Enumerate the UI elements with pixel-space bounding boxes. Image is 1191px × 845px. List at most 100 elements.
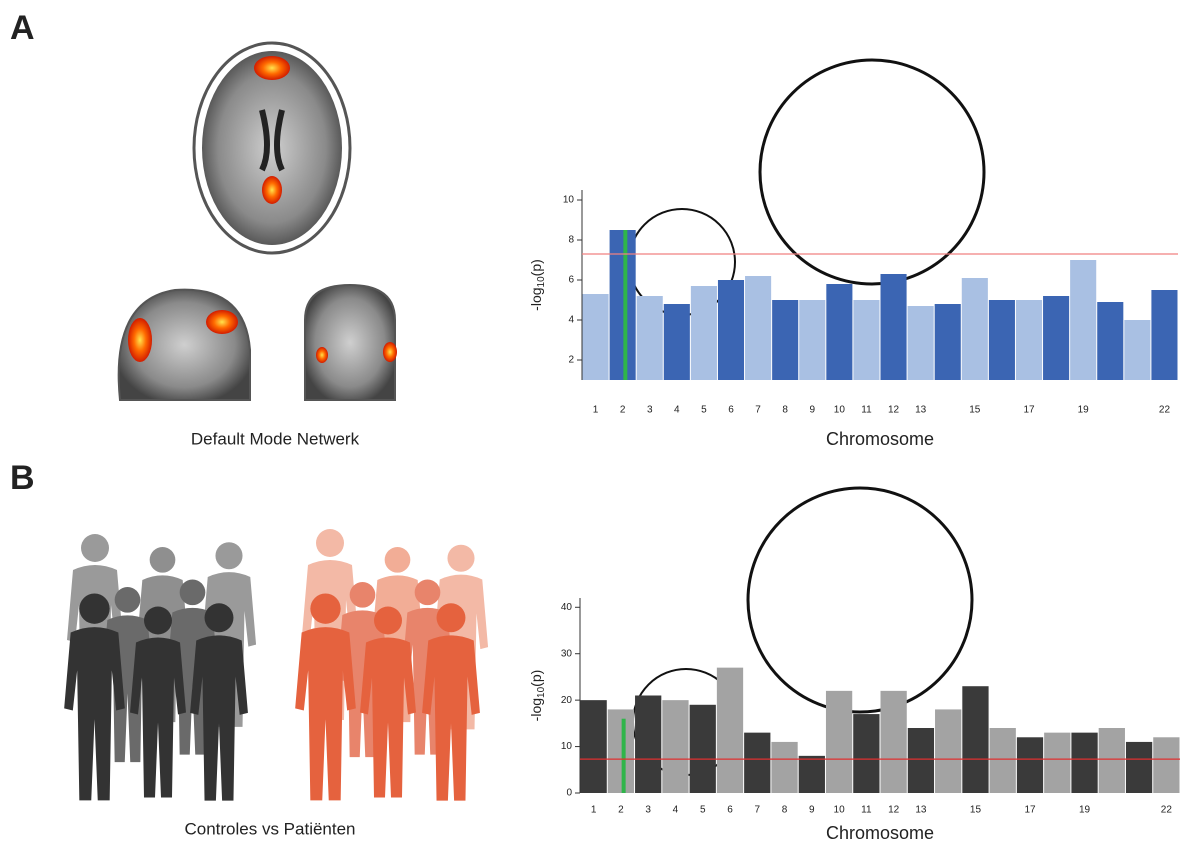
zoom-circles (629, 60, 984, 775)
x-tick-label: 10 (834, 805, 846, 816)
chromosome-peak (718, 280, 744, 380)
y-axis-label-part: (p) (528, 259, 544, 276)
chromosome-peak (853, 714, 879, 793)
y-axis-label-part: 10 (536, 276, 547, 288)
chromosome-peak (935, 304, 961, 380)
y-axis-label-part: (p) (528, 670, 544, 687)
y-tick-label: 10 (561, 741, 573, 752)
x-axis-label: Chromosome (826, 823, 934, 843)
people (64, 529, 488, 801)
x-tick-label: 22 (1159, 405, 1171, 416)
chromosome-peak (935, 709, 961, 793)
chromosome-peak (583, 294, 609, 380)
chromosome-peak (772, 300, 798, 380)
chromosome-peak (581, 700, 607, 793)
y-axis-label: -log10(p) (528, 259, 547, 311)
y-axis-label-part: 10 (536, 686, 547, 698)
panel-label: A (10, 9, 35, 47)
x-tick-label: 11 (861, 405, 872, 416)
x-tick-label: 17 (1024, 805, 1036, 816)
chromosome-peak (1126, 742, 1152, 793)
chromosome-peak (1017, 737, 1043, 793)
x-tick-label: 19 (1079, 805, 1091, 816)
x-tick-label: 12 (888, 805, 900, 816)
chromosome-peak (908, 728, 934, 793)
x-tick-label: 5 (700, 805, 706, 816)
chromosome-peak (881, 274, 907, 380)
chromosome-peak (1153, 737, 1179, 793)
x-tick-label: 1 (591, 805, 597, 816)
x-tick-label: 7 (755, 405, 761, 416)
chromosome-peak (691, 286, 717, 380)
x-axis-label: Chromosome (826, 429, 934, 449)
x-tick-label: 13 (915, 805, 927, 816)
highlight-snp (622, 719, 626, 793)
x-tick-label: 9 (809, 405, 815, 416)
y-axis-label-part: -log (528, 287, 544, 310)
chromosome-peak (745, 276, 771, 380)
y-tick-label: 2 (568, 355, 574, 366)
x-tick-label: 15 (970, 805, 982, 816)
y-axis-label-part: -log (528, 698, 544, 721)
figure: A B Default Mode Netwerk Controles vs Pa… (0, 0, 1191, 845)
chromosome-peak (1099, 728, 1125, 793)
y-tick-label: 10 (563, 195, 575, 206)
x-tick-label: 2 (618, 805, 624, 816)
x-tick-label: 15 (969, 405, 981, 416)
chromosome-peak (1070, 260, 1096, 380)
y-tick-label: 0 (566, 788, 572, 799)
x-tick-label: 5 (701, 405, 707, 416)
y-tick-label: 4 (568, 315, 574, 326)
chromosome-peak (1124, 320, 1150, 380)
chromosome-peak (1016, 300, 1042, 380)
chromosome-peak (826, 691, 852, 793)
chromosome-peak (1097, 302, 1123, 380)
x-tick-label: 2 (620, 405, 626, 416)
x-tick-label: 3 (647, 405, 653, 416)
x-tick-label: 7 (754, 805, 760, 816)
chromosome-peak (881, 691, 907, 793)
chromosome-peak (664, 304, 690, 380)
chromosome-peak (662, 700, 688, 793)
x-tick-label: 13 (915, 405, 927, 416)
x-tick-label: 19 (1078, 405, 1090, 416)
chromosome-peak (717, 668, 743, 793)
chromosome-peak (1044, 733, 1070, 793)
chromosome-peak (826, 284, 852, 380)
x-tick-label: 6 (727, 805, 733, 816)
y-tick-label: 8 (568, 235, 574, 246)
caption: Default Mode Netwerk (191, 429, 360, 448)
brain-images (119, 43, 397, 400)
y-tick-label: 20 (561, 695, 573, 706)
x-tick-label: 10 (834, 405, 846, 416)
chromosome-peak (799, 300, 825, 380)
chromosome-peak (635, 696, 661, 794)
y-tick-label: 30 (561, 648, 573, 659)
y-tick-label: 40 (561, 602, 573, 613)
x-tick-label: 4 (673, 805, 679, 816)
y-axis-label: -log10(p) (528, 670, 547, 722)
chromosome-peak (799, 756, 825, 793)
chromosome-peak (610, 230, 636, 380)
chromosome-peak (989, 300, 1015, 380)
chromosome-peak (744, 733, 770, 793)
x-tick-label: 3 (645, 805, 651, 816)
x-tick-label: 17 (1023, 405, 1035, 416)
x-tick-label: 22 (1161, 805, 1173, 816)
chromosome-peak (1071, 733, 1097, 793)
chromosome-peak (1043, 296, 1069, 380)
chromosome-peak (771, 742, 797, 793)
x-tick-label: 1 (593, 405, 599, 416)
x-tick-label: 6 (728, 405, 734, 416)
chromosome-peak (990, 728, 1016, 793)
x-tick-label: 4 (674, 405, 680, 416)
chromosome-peak (908, 306, 934, 380)
caption: Controles vs Patiënten (184, 819, 355, 838)
chromosome-peak (962, 686, 988, 793)
chromosome-peak (962, 278, 988, 380)
chromosome-peak (608, 709, 634, 793)
chromosome-peak (853, 300, 879, 380)
highlight-snp (623, 230, 627, 380)
x-tick-label: 9 (809, 805, 815, 816)
panel-label: B (10, 459, 35, 497)
